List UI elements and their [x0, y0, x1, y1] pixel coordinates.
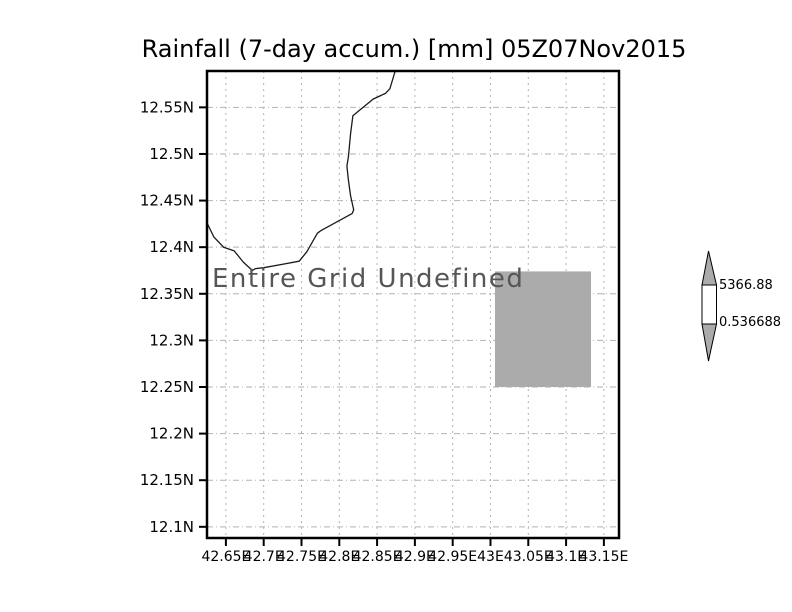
- colorbar-min-label: 0.536688: [719, 315, 782, 330]
- map-frame: [205, 69, 621, 540]
- lon-tick-label: 43.1E: [546, 549, 586, 565]
- lat-tick-label: 12.5N: [149, 145, 194, 163]
- lat-tick-label: 12.35N: [140, 285, 194, 303]
- lat-tick-label: 12.1N: [149, 518, 194, 536]
- colorbar-max-label: 5366.88: [719, 278, 773, 293]
- lat-tick-label: 12.4N: [149, 238, 194, 256]
- colorbar-range-box: [701, 284, 717, 325]
- undefined-grid-message: Entire Grid Undefined: [212, 264, 525, 294]
- lon-tick-label: 43E: [477, 549, 504, 565]
- lon-tick-label: 42.9E: [395, 549, 435, 565]
- lon-tick-label: 42.7E: [244, 549, 284, 565]
- coastline: [206, 70, 396, 272]
- undefined-shade-cell: [495, 271, 592, 387]
- lon-tick-label: 42.85E: [353, 549, 402, 565]
- lat-tick-label: 12.25N: [140, 378, 194, 396]
- lon-tick-label: 42.8E: [319, 549, 359, 565]
- lon-tick-label: 43.05E: [504, 549, 553, 565]
- colorbar-above-arrow: [701, 250, 718, 286]
- lon-tick-label: 42.75E: [277, 549, 326, 565]
- lat-tick-label: 12.45N: [140, 192, 194, 210]
- lon-tick-label: 43.15E: [579, 549, 628, 565]
- lat-tick-label: 12.55N: [140, 98, 194, 116]
- colorbar-below-arrow: [701, 323, 718, 362]
- lon-tick-label: 42.65E: [201, 549, 250, 565]
- lat-tick-label: 12.3N: [149, 331, 194, 349]
- plot-title: Rainfall (7-day accum.) [mm] 05Z07Nov201…: [141, 35, 687, 63]
- lat-tick-label: 12.2N: [149, 425, 194, 443]
- lat-tick-label: 12.15N: [140, 471, 194, 489]
- lon-tick-label: 42.95E: [428, 549, 477, 565]
